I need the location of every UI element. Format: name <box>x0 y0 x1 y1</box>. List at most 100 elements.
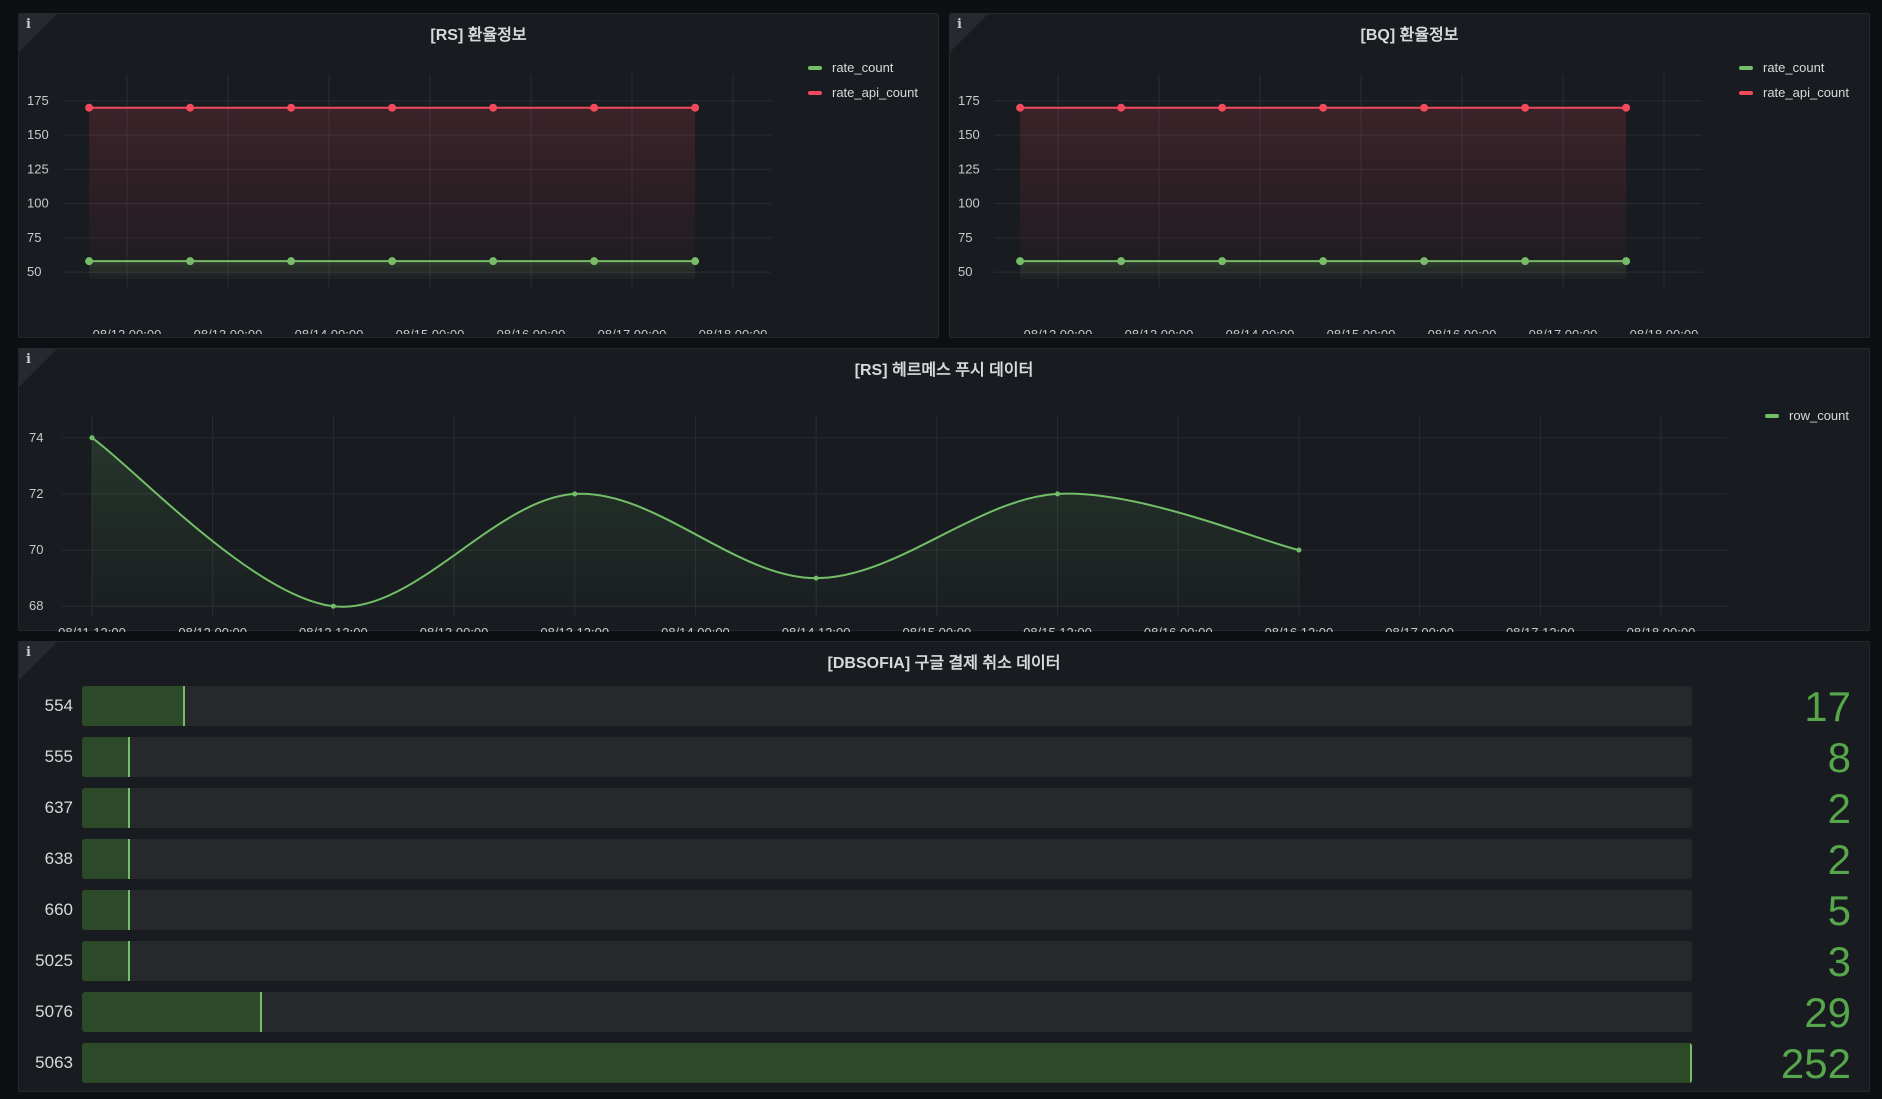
bar-fill <box>82 737 131 777</box>
bar-label: 554 <box>44 696 73 715</box>
bar-label: 637 <box>44 798 73 817</box>
bar-track <box>82 992 1692 1032</box>
y-tick-label: 74 <box>29 430 43 445</box>
bar-value: 2 <box>1827 836 1851 883</box>
panel-title[interactable]: [BQ] 환율정보 <box>1360 27 1459 44</box>
bar-track <box>82 1043 1692 1083</box>
panel-title[interactable]: [DBSOFIA] 구글 결제 취소 데이터 <box>827 655 1061 672</box>
x-tick-label: 08/18 00:00 <box>699 327 768 334</box>
y-tick-label: 68 <box>29 598 43 613</box>
bar-fill <box>82 941 131 981</box>
x-tick-label: 08/13 00:00 <box>1125 327 1194 334</box>
data-point-row_count <box>572 491 578 497</box>
data-point-rate_api_count <box>1319 103 1328 112</box>
legend-swatch <box>807 65 822 70</box>
y-tick-label: 150 <box>27 127 49 142</box>
legend-label: rate_api_count <box>831 85 918 100</box>
bar-row: 637 2 <box>19 785 1869 832</box>
bar-label: 660 <box>44 900 73 919</box>
panel-info-corner[interactable] <box>19 14 57 52</box>
legend-item-rate-api-count[interactable]: rate_api_count <box>807 80 918 105</box>
y-tick-label: 50 <box>958 264 972 279</box>
bar-label: 5076 <box>35 1002 73 1021</box>
legend-label: rate_count <box>831 60 894 75</box>
data-point-rate_api_count <box>1218 103 1227 112</box>
y-tick-label: 175 <box>27 93 49 108</box>
bar-track <box>82 788 1692 828</box>
series-area-row_count <box>92 437 1299 609</box>
bar-row: 554 17 <box>19 683 1869 730</box>
x-tick-label: 08/16 00:00 <box>497 327 566 334</box>
legend: row_count <box>1765 403 1849 428</box>
y-tick-label: 125 <box>958 161 980 176</box>
panel-info-corner[interactable] <box>950 14 988 52</box>
legend: rate_count rate_api_count <box>807 55 918 105</box>
legend-item-rate-count[interactable]: rate_count <box>807 55 918 80</box>
legend-item-rate-count[interactable]: rate_count <box>1738 55 1849 80</box>
series-line-row_count <box>91 436 1300 608</box>
x-tick-label: 08/12 00:00 <box>178 625 247 632</box>
legend-item-rate-api-count[interactable]: rate_api_count <box>1738 80 1849 105</box>
x-tick-label: 08/18 00:00 <box>1630 327 1699 334</box>
series-area-rate_api_count <box>89 107 696 279</box>
legend-item-row-count[interactable]: row_count <box>1765 403 1849 428</box>
x-tick-label: 08/17 00:00 <box>598 327 667 334</box>
bar-row: 5063 252 <box>19 1040 1869 1087</box>
x-tick-label: 08/18 00:00 <box>1627 625 1696 632</box>
bar-fill <box>82 890 131 930</box>
data-point-rate_api_count <box>85 103 94 112</box>
bar-label: 5063 <box>35 1053 73 1072</box>
info-icon[interactable]: i <box>26 17 31 32</box>
bar-value: 3 <box>1827 938 1851 985</box>
panel-info-corner[interactable] <box>19 349 57 387</box>
data-point-rate_api_count <box>590 103 599 112</box>
x-tick-label: 08/15 00:00 <box>1327 327 1396 334</box>
x-tick-label: 08/16 00:00 <box>1428 327 1497 334</box>
x-tick-label: 08/13 00:00 <box>420 625 489 632</box>
bar-fill <box>82 686 185 726</box>
info-icon[interactable]: i <box>26 645 31 660</box>
x-tick-label: 08/15 00:00 <box>396 327 465 334</box>
x-tick-label: 08/17 00:00 <box>1385 625 1454 632</box>
x-tick-label: 08/16 00:00 <box>1144 625 1213 632</box>
data-point-row_count <box>1296 547 1302 553</box>
info-icon[interactable]: i <box>26 352 31 367</box>
x-tick-label: 08/16 12:00 <box>1265 625 1334 632</box>
bar-label: 555 <box>44 747 73 766</box>
bar-row: 555 8 <box>19 734 1869 781</box>
x-tick-label: 08/14 00:00 <box>661 625 730 632</box>
dbsofia-panel: i [DBSOFIA] 구글 결제 취소 데이터 554 17 555 8 637 2 63… <box>18 641 1870 1092</box>
bar-track <box>82 686 1692 726</box>
bar-gauge-list: 554 17 555 8 637 2 638 2 660 5 5025 3 5076 29 5063 252 <box>19 683 1869 1087</box>
bar-track <box>82 941 1692 981</box>
panel-title[interactable]: [RS] 헤르메스 푸시 데이터 <box>854 362 1034 379</box>
bar-row: 638 2 <box>19 836 1869 883</box>
info-icon[interactable]: i <box>957 17 962 32</box>
data-point-row_count <box>89 435 95 441</box>
bar-value: 5 <box>1827 887 1851 934</box>
bar-track <box>82 737 1692 777</box>
data-point-rate_api_count <box>1117 103 1126 112</box>
legend-label: rate_api_count <box>1762 85 1849 100</box>
bar-fill <box>82 1043 1692 1083</box>
x-tick-label: 08/12 00:00 <box>93 327 162 334</box>
y-tick-label: 175 <box>958 93 980 108</box>
x-tick-label: 08/13 00:00 <box>194 327 263 334</box>
y-tick-label: 100 <box>958 196 980 211</box>
legend-swatch <box>1738 90 1753 95</box>
rs-hermes-panel: i [RS] 헤르메스 푸시 데이터 74 72 70 68 08/11 12:00 08… <box>18 348 1870 632</box>
panel-info-corner[interactable] <box>19 642 57 680</box>
panel-title[interactable]: [RS] 환율정보 <box>430 27 527 44</box>
data-point-rate_api_count <box>691 103 700 112</box>
x-tick-label: 08/14 00:00 <box>295 327 364 334</box>
data-point-row_count <box>1055 491 1061 497</box>
bar-value: 17 <box>1804 683 1851 730</box>
bar-label: 638 <box>44 849 73 868</box>
bar-track <box>82 890 1692 930</box>
data-point-rate_api_count <box>186 103 195 112</box>
data-point-rate_api_count <box>489 103 498 112</box>
data-point-row_count <box>813 575 819 581</box>
bar-value: 252 <box>1780 1040 1851 1087</box>
x-tick-label: 08/15 00:00 <box>903 625 972 632</box>
bar-fill <box>82 992 262 1032</box>
